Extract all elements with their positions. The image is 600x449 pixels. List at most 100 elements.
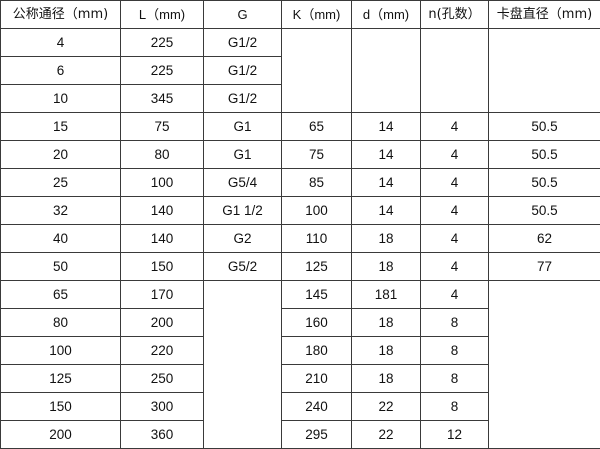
- table-cell-dn: 200: [1, 421, 121, 449]
- table-cell-k: 125: [282, 253, 352, 281]
- table-cell-d: 18: [352, 253, 421, 281]
- table-cell-n-empty: [421, 29, 489, 113]
- table-cell-l: 250: [121, 365, 204, 393]
- header-row: 公称通径（mm) L（mm) G K（mm) d（mm) n(孔数） 卡盘直径（…: [1, 1, 600, 29]
- table-cell-l: 360: [121, 421, 204, 449]
- table-cell-d-empty: [352, 29, 421, 113]
- table-cell-dn: 65: [1, 281, 121, 309]
- table-cell-l: 225: [121, 57, 204, 85]
- table-cell-k-empty: [282, 29, 352, 113]
- table-cell-g: G1 1/2: [204, 197, 282, 225]
- table-cell-k: 85: [282, 169, 352, 197]
- table-cell-k: 180: [282, 337, 352, 365]
- table-cell-k: 65: [282, 113, 352, 141]
- table-cell-d: 14: [352, 197, 421, 225]
- table-cell-d: 22: [352, 393, 421, 421]
- table-cell-d: 181: [352, 281, 421, 309]
- table-cell-d: 18: [352, 309, 421, 337]
- table-cell-g: G5/4: [204, 169, 282, 197]
- table-cell-l: 345: [121, 85, 204, 113]
- table-cell-k: 110: [282, 225, 352, 253]
- table-cell-chuck: 50.5: [489, 141, 600, 169]
- table-cell-chuck: 50.5: [489, 197, 600, 225]
- column-header-k: K（mm): [282, 1, 352, 29]
- column-header-length: L（mm): [121, 1, 204, 29]
- table-cell-dn: 6: [1, 57, 121, 85]
- table-cell-g: G1/2: [204, 29, 282, 57]
- table-cell-d: 18: [352, 365, 421, 393]
- table-cell-d: 14: [352, 169, 421, 197]
- table-cell-l: 75: [121, 113, 204, 141]
- table-cell-n: 4: [421, 113, 489, 141]
- table-cell-chuck-empty: [489, 281, 600, 449]
- table-cell-n: 12: [421, 421, 489, 449]
- table-cell-dn: 50: [1, 253, 121, 281]
- table-cell-g: G1: [204, 141, 282, 169]
- table-cell-l: 140: [121, 225, 204, 253]
- table-cell-l: 200: [121, 309, 204, 337]
- table-cell-l: 300: [121, 393, 204, 421]
- table-header: 公称通径（mm) L（mm) G K（mm) d（mm) n(孔数） 卡盘直径（…: [1, 1, 600, 29]
- table-cell-chuck: 62: [489, 225, 600, 253]
- table-cell-g: G1/2: [204, 85, 282, 113]
- table-cell-l: 140: [121, 197, 204, 225]
- table-cell-chuck: 77: [489, 253, 600, 281]
- table-cell-k: 100: [282, 197, 352, 225]
- table-cell-chuck-empty: [489, 29, 600, 113]
- column-header-d: d（mm): [352, 1, 421, 29]
- table-cell-dn: 20: [1, 141, 121, 169]
- table-cell-dn: 10: [1, 85, 121, 113]
- table-cell-dn: 125: [1, 365, 121, 393]
- table-cell-d: 14: [352, 113, 421, 141]
- table-cell-chuck: 50.5: [489, 169, 600, 197]
- table-cell-dn: 4: [1, 29, 121, 57]
- table-cell-l: 150: [121, 253, 204, 281]
- table-cell-k: 210: [282, 365, 352, 393]
- table-cell-d: 18: [352, 337, 421, 365]
- table-cell-n: 4: [421, 169, 489, 197]
- table-cell-l: 170: [121, 281, 204, 309]
- table-cell-g: G2: [204, 225, 282, 253]
- table-cell-k: 75: [282, 141, 352, 169]
- table-cell-dn: 40: [1, 225, 121, 253]
- table-cell-dn: 15: [1, 113, 121, 141]
- table-cell-l: 100: [121, 169, 204, 197]
- table-cell-g: G1: [204, 113, 282, 141]
- table-cell-k: 295: [282, 421, 352, 449]
- table-cell-d: 14: [352, 141, 421, 169]
- column-header-hole-count: n(孔数）: [421, 1, 489, 29]
- column-header-nominal-diameter: 公称通径（mm): [1, 1, 121, 29]
- table-cell-n: 8: [421, 309, 489, 337]
- table-cell-n: 4: [421, 281, 489, 309]
- table-cell-n: 8: [421, 393, 489, 421]
- table-cell-dn: 100: [1, 337, 121, 365]
- table-cell-n: 4: [421, 225, 489, 253]
- table-cell-dn: 80: [1, 309, 121, 337]
- table-cell-g-empty: [204, 281, 282, 449]
- table-cell-n: 4: [421, 141, 489, 169]
- table-cell-k: 145: [282, 281, 352, 309]
- table-cell-g: G5/2: [204, 253, 282, 281]
- table-cell-l: 80: [121, 141, 204, 169]
- table-cell-n: 4: [421, 253, 489, 281]
- table-cell-l: 220: [121, 337, 204, 365]
- table-cell-dn: 25: [1, 169, 121, 197]
- table-cell-k: 160: [282, 309, 352, 337]
- table-cell-g: G1/2: [204, 57, 282, 85]
- table-cell-chuck: 50.5: [489, 113, 600, 141]
- table-cell-d: 18: [352, 225, 421, 253]
- column-header-chuck-diameter: 卡盘直径（mm): [489, 1, 600, 29]
- table-cell-n: 4: [421, 197, 489, 225]
- table-cell-l: 225: [121, 29, 204, 57]
- table-cell-k: 240: [282, 393, 352, 421]
- table-cell-dn: 32: [1, 197, 121, 225]
